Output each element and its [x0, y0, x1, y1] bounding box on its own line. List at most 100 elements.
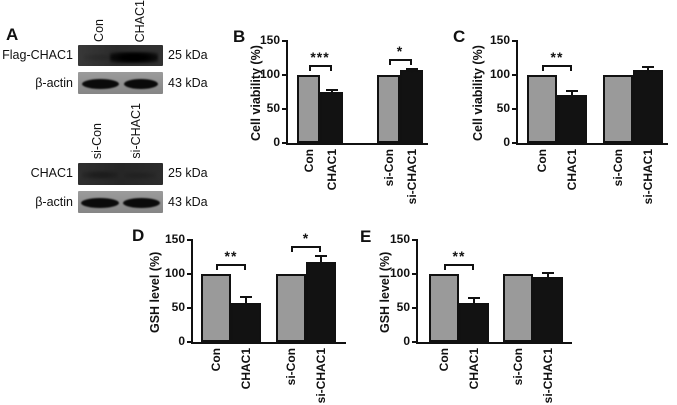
- panel-c-y-axis: [516, 40, 518, 145]
- panel-b-xlabel-si-con: si-Con: [381, 149, 396, 187]
- panel-d-ytick-mark-150: [187, 239, 192, 241]
- panel-b-bar-chac1: [320, 92, 343, 143]
- panel-c-ytick-mark-100: [512, 74, 517, 76]
- panel-b-sig-label-0: ***: [310, 49, 330, 65]
- panel-b-ytick-mark-50: [282, 108, 287, 110]
- panel-e-ytick-mark-100: [412, 273, 417, 275]
- panel-b-errorbar-stem-3: [410, 68, 413, 74]
- panel-c-ytick-mark-150: [512, 40, 517, 42]
- panel-e-xlabel-si-chac1: si-CHAC1: [541, 348, 555, 404]
- panel-b-errorbar-stem-1: [330, 89, 333, 95]
- panel-b-ytick-0: 0: [273, 135, 280, 149]
- lane-label-si-con: si-Con: [90, 122, 104, 159]
- panel-b-y-axis: [286, 40, 288, 145]
- panel-c-y-axis-title: Cell viability (%): [471, 45, 485, 141]
- panel-e-ytick-mark-0: [412, 341, 417, 343]
- panel-d-errorbar-cap-3: [315, 255, 327, 258]
- panel-d-label: D: [132, 226, 145, 245]
- panel-e-xlabel-si-con: si-Con: [511, 348, 525, 386]
- blot-band-bactin2-right: [123, 198, 160, 208]
- panel-b-xlabel-con: Con: [301, 149, 316, 173]
- panel-b-errorbar-cap-1: [325, 88, 338, 91]
- panel-c-errorbar-stem-3: [647, 66, 649, 74]
- panel-c-bar-chac1: [557, 95, 587, 143]
- panel-d-sig-bracket-0: [216, 264, 246, 270]
- blot-band-bactin2-left: [81, 198, 119, 208]
- panel-b-label: B: [233, 27, 246, 46]
- panel-e-ytick-mark-50: [412, 307, 417, 309]
- protein-label-flag-chac1: Flag-CHAC1: [2, 48, 73, 62]
- panel-c-x-axis: [516, 143, 668, 145]
- panel-b-ytick-mark-150: [282, 40, 287, 42]
- panel-b-ytick-mark-0: [282, 142, 287, 144]
- panel-d-errorbar-cap-1: [240, 296, 252, 299]
- panel-e-ytick-mark-150: [412, 239, 417, 241]
- panel-b-errorbar-cap-3: [405, 67, 418, 70]
- panel-e-bar-si-chac1: [533, 276, 563, 342]
- panel-c-sig-label-0: **: [550, 49, 564, 65]
- panel-b-sig-label-1: *: [396, 42, 404, 59]
- panel-d-y-axis-title: GSH level (%): [148, 251, 162, 333]
- panel-e-xlabel-con: Con: [437, 348, 451, 372]
- lane-label-si-chac1: si-CHAC1: [129, 103, 143, 159]
- panel-b-xlabel-chac1: CHAC1: [324, 149, 339, 191]
- panel-e-label: E: [360, 227, 372, 246]
- panel-d-sig-label-1: *: [302, 230, 310, 247]
- panel-d-sig-label-0: **: [224, 248, 238, 264]
- panel-e-y-axis-title: GSH level (%): [378, 251, 392, 333]
- panel-b-ytick-mark-100: [282, 74, 287, 76]
- blot-bactin-2: [78, 191, 163, 213]
- panel-d-bar-chac1: [231, 302, 261, 342]
- panel-e-bar-chac1: [459, 303, 489, 342]
- blot-bactin-1: [78, 72, 163, 94]
- panel-c-xlabel-con: Con: [535, 149, 549, 173]
- panel-b-xlabel-si-chac1: si-CHAC1: [404, 149, 419, 205]
- panel-e-errorbar-stem-1: [473, 297, 475, 307]
- panel-c-bar-si-con: [603, 75, 633, 143]
- panel-c-sig-bracket-0: [542, 65, 572, 71]
- panel-e-sig-bracket-0: [444, 264, 474, 270]
- panel-d-y-axis: [191, 239, 193, 344]
- lane-label-con: Con: [92, 19, 106, 42]
- panel-e-sig-label-0: **: [452, 248, 466, 264]
- panel-d-xlabel-con: Con: [209, 348, 223, 372]
- size-label-43kda-2: 43 kDa: [168, 195, 208, 209]
- panel-e-errorbar-cap-3: [542, 272, 554, 275]
- panel-b-bar-si-chac1: [400, 70, 423, 143]
- blot-band-bactin1-left: [82, 79, 119, 89]
- panel-d-xlabel-si-chac1: si-CHAC1: [314, 348, 328, 404]
- panel-b-bar-con: [297, 75, 320, 143]
- panel-e-ytick-150: 150: [389, 232, 410, 246]
- panel-c-bar-si-chac1: [633, 70, 663, 143]
- panel-d-xlabel-chac1: CHAC1: [239, 348, 253, 390]
- panel-e-x-axis: [416, 342, 572, 344]
- panel-b-sig-bracket-0: [308, 65, 332, 71]
- panel-d-sig-bracket-1: [291, 246, 321, 253]
- panel-c-ytick-50: 50: [496, 101, 510, 115]
- panel-c-errorbar-stem-1: [571, 91, 573, 99]
- lane-label-chac1: CHAC1: [133, 0, 147, 42]
- blot-flag-chac1: [78, 45, 163, 66]
- panel-d-errorbar-stem-1: [245, 297, 247, 306]
- panel-d-bar-si-con: [276, 274, 306, 342]
- panel-b-ytick-150: 150: [259, 33, 280, 47]
- panel-d-bar-si-chac1: [306, 261, 336, 342]
- blot-band-sichac1-faint: [124, 172, 156, 179]
- panel-c-xlabel-si-con: si-Con: [611, 149, 625, 187]
- panel-e-errorbar-stem-3: [547, 273, 549, 280]
- protein-label-bactin-1: β-actin: [35, 76, 73, 90]
- panel-c-ytick-mark-0: [512, 142, 517, 144]
- panel-c-errorbar-cap-3: [642, 65, 654, 68]
- size-label-25kda-2: 25 kDa: [168, 166, 208, 180]
- panel-e-xlabel-chac1: CHAC1: [467, 348, 481, 390]
- panel-c-bar-con: [527, 75, 557, 143]
- size-label-25kda-1: 25 kDa: [168, 48, 208, 62]
- panel-d-ytick-mark-100: [187, 273, 192, 275]
- panel-e-ytick-100: 100: [389, 266, 410, 280]
- panel-c-ytick-150: 150: [489, 33, 510, 47]
- panel-c-ytick-0: 0: [503, 135, 510, 149]
- blot-chac1: [78, 163, 163, 185]
- panel-c-ytick-mark-50: [512, 108, 517, 110]
- size-label-43kda-1: 43 kDa: [168, 76, 208, 90]
